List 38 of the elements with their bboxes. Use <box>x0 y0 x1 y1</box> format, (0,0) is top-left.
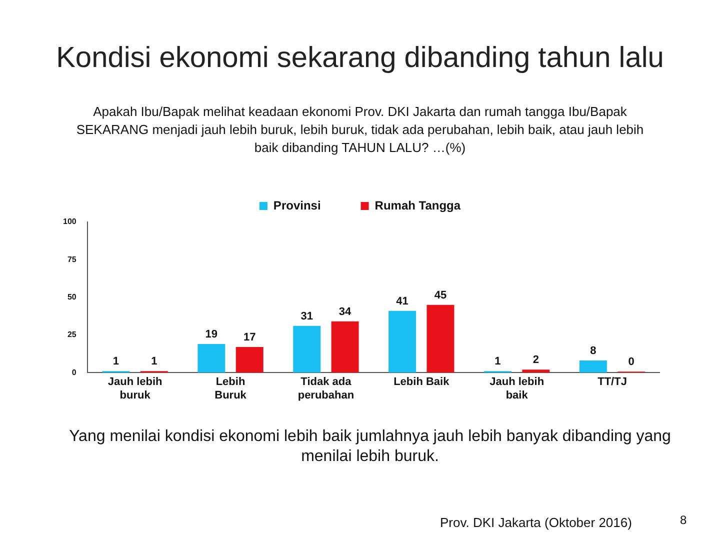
bar <box>198 344 226 373</box>
x-tick-label: Jauh lebih buruk <box>108 376 163 402</box>
text: Yang menilai kondisi ekonomi lebih baik jumlahnya jauh lebih banyak dibanding yang menilai lebih buruk. <box>68 427 672 467</box>
y-tick-label: 50 <box>67 292 77 302</box>
data-label: 8 <box>590 345 596 358</box>
x-tick-label: Tidak ada perubahan <box>298 376 354 402</box>
data-label: 0 <box>628 356 634 368</box>
x-tick-label: Jauh lebih baik <box>490 376 544 402</box>
text: 8 <box>680 513 687 527</box>
chart-title: Kondisi ekonomi sekarang dibanding tahun lalu <box>55 42 665 75</box>
y-tick-label: 100 <box>62 217 77 226</box>
y-tick-label: 0 <box>72 368 77 377</box>
bar <box>522 370 550 373</box>
data-label: 1 <box>112 356 120 368</box>
bar <box>426 304 454 373</box>
legend-label: Rumah Tangga <box>374 198 461 212</box>
data-label: 45 <box>434 289 447 302</box>
bar <box>236 347 264 373</box>
bar <box>579 360 607 373</box>
chart-subtitle: Apakah Ibu/Bapak melihat keadaan ekonomi Prov. DKI Jakarta dan rumah tangga Ibu/Bapak SEKARANG menjadi jauh lebih buruk, lebih buruk, tidak ada perubahan, lebih baik, atau jauh lebih baik dibanding TAHUN LALU? …(%) <box>75 103 645 157</box>
legend-label: Provinsi <box>273 198 321 212</box>
data-label: 34 <box>338 306 352 318</box>
bar <box>331 321 359 373</box>
data-label: 17 <box>243 332 256 344</box>
text: Prov. DKI Jakarta (Oktober 2016) <box>440 515 632 530</box>
data-label: 19 <box>205 328 218 341</box>
y-tick-label: 75 <box>67 254 77 264</box>
bar <box>388 310 416 373</box>
data-label: 2 <box>532 354 539 366</box>
x-tick-label: Lebih Baik <box>394 376 450 388</box>
data-label: 31 <box>300 310 313 322</box>
x-tick-label: Lebih Buruk <box>214 376 248 402</box>
data-label: 1 <box>494 356 501 368</box>
data-label: 1 <box>151 356 158 368</box>
x-tick-label: TT/TJ <box>598 376 627 388</box>
y-tick-label: 25 <box>67 330 77 340</box>
bar <box>293 326 321 373</box>
data-label: 41 <box>396 295 408 308</box>
